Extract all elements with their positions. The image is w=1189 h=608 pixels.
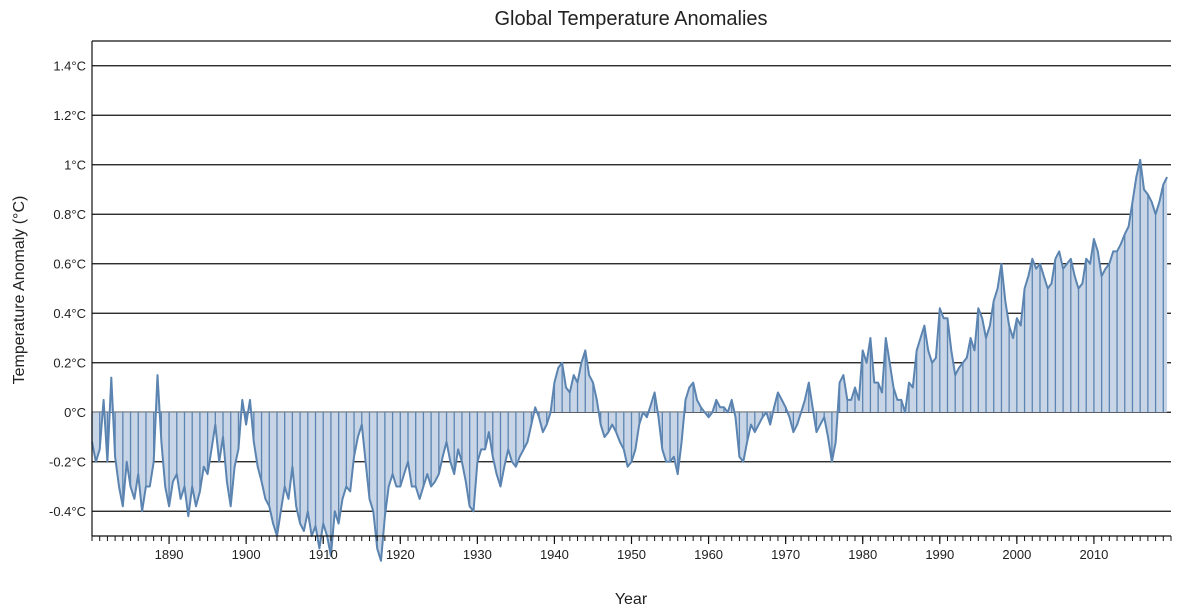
y-tick-label: 1°C xyxy=(64,157,86,172)
y-tick-label: 0.2°C xyxy=(53,355,86,370)
x-tick-label: 1940 xyxy=(540,547,569,562)
chart-title: Global Temperature Anomalies xyxy=(494,8,767,30)
x-tick-label: 1900 xyxy=(232,547,261,562)
x-tick-label: 1910 xyxy=(309,547,338,562)
x-tick-label: 1950 xyxy=(617,547,646,562)
x-tick-label: 1960 xyxy=(694,547,723,562)
y-tick-label: -0.2°C xyxy=(49,454,86,469)
y-tick-label: 0.6°C xyxy=(53,256,86,271)
x-axis-title: Year xyxy=(615,591,648,608)
y-tick-label: -0.4°C xyxy=(49,504,86,519)
x-tick-label: 1980 xyxy=(848,547,877,562)
y-axis: -0.4°C -0.2°C 0°C 0.2°C 0.4°C 0.6°C 0.8°C 1°C 1.… xyxy=(49,40,1171,536)
x-tick-label: 1970 xyxy=(771,547,800,562)
x-tick-label: 1920 xyxy=(386,547,415,562)
anomaly-line xyxy=(91,158,1168,562)
y-tick-label: 1.2°C xyxy=(53,108,86,123)
anomaly-area xyxy=(92,159,1168,561)
x-tick-label: 2000 xyxy=(1002,547,1031,562)
y-axis-title: Temperature Anomaly (°C) xyxy=(11,196,28,385)
x-tick-label: 1990 xyxy=(925,547,954,562)
x-tick-label: 1930 xyxy=(463,547,492,562)
y-tick-label: 0.8°C xyxy=(53,207,86,222)
x-tick-label: 2010 xyxy=(1079,547,1108,562)
x-axis: 1890 1900 1910 1920 1930 1940 1950 1960 1970 1980… xyxy=(91,535,1172,562)
y-tick-label: 0.4°C xyxy=(53,306,86,321)
x-tick-label: 1890 xyxy=(155,547,184,562)
y-tick-label: 1.4°C xyxy=(53,58,86,73)
y-tick-label: 0°C xyxy=(64,405,86,420)
data-area-group xyxy=(91,158,1168,562)
